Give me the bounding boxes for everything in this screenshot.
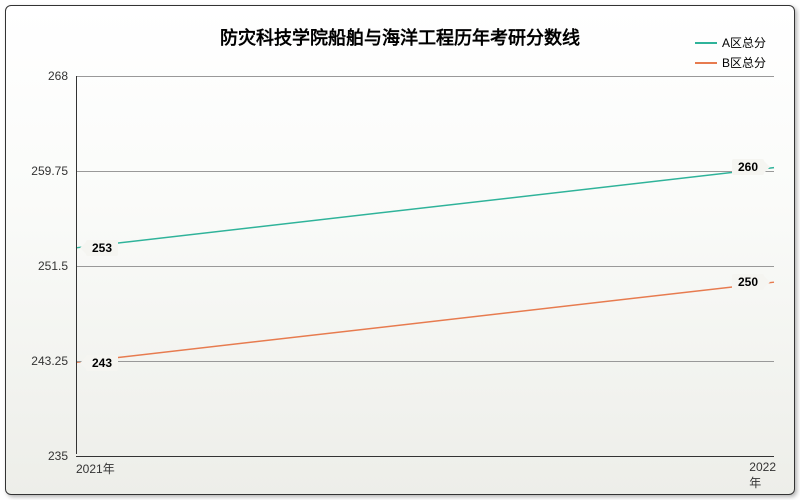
legend: A区总分 B区总分	[695, 34, 766, 74]
y-axis	[76, 76, 77, 454]
data-label: 260	[732, 159, 764, 175]
legend-label-a: A区总分	[722, 34, 766, 51]
gridline	[76, 361, 774, 362]
series-line	[76, 282, 774, 362]
data-label: 250	[732, 274, 764, 290]
legend-label-b: B区总分	[722, 54, 766, 71]
y-tick-label: 235	[48, 449, 76, 463]
y-tick-label: 268	[48, 69, 76, 83]
plot-area: 235243.25251.5259.752682021年2022年2532602…	[76, 76, 774, 454]
legend-item-a: A区总分	[695, 34, 766, 51]
gridline	[76, 76, 774, 77]
y-tick-label: 251.5	[38, 259, 76, 273]
data-label: 253	[86, 240, 118, 256]
chart-title: 防灾科技学院船舶与海洋工程历年考研分数线	[220, 24, 580, 50]
data-label: 243	[86, 355, 118, 371]
legend-item-b: B区总分	[695, 54, 766, 71]
legend-swatch-a	[695, 42, 717, 44]
gridline	[76, 171, 774, 172]
legend-swatch-b	[695, 62, 717, 64]
x-tick-label: 2022年	[749, 454, 776, 491]
chart-lines	[76, 76, 774, 454]
x-axis	[76, 456, 774, 457]
gridline	[76, 266, 774, 267]
series-line	[76, 168, 774, 248]
chart-border: 防灾科技学院船舶与海洋工程历年考研分数线 A区总分 B区总分 235 243.25…	[5, 5, 795, 495]
y-tick-label: 259.75	[31, 164, 76, 178]
chart-container: 防灾科技学院船舶与海洋工程历年考研分数线 A区总分 B区总分 235 243.25…	[0, 0, 800, 500]
x-tick-label: 2021年	[76, 454, 115, 477]
y-tick-label: 243.25	[31, 354, 76, 368]
